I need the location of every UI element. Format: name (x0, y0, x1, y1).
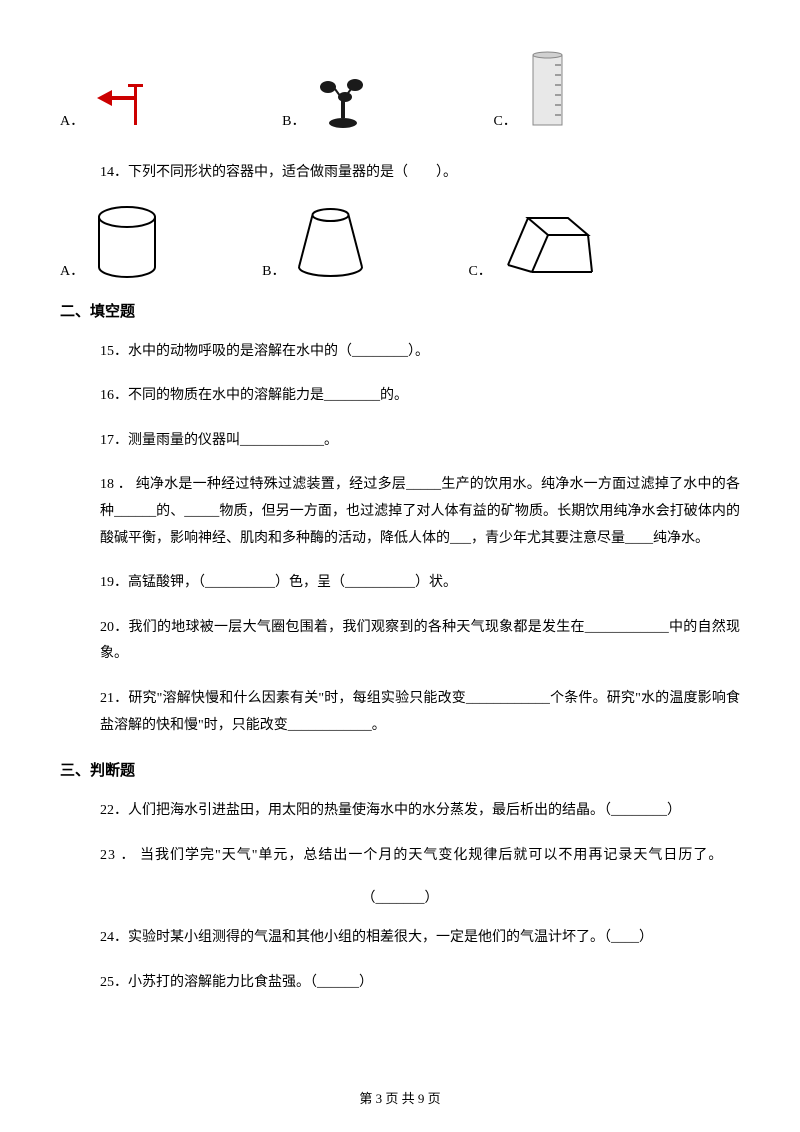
q14-options: A． B． C． (60, 205, 740, 280)
option-c: C． (493, 50, 569, 130)
q14-c-label: C． (468, 260, 491, 280)
q14-option-a: A． (60, 205, 162, 280)
q21: 21．研究"溶解快慢和什么因素有关"时，每组实验只能改变____________… (100, 686, 740, 739)
option-b-label: B． (282, 110, 305, 130)
q16: 16．不同的物质在水中的溶解能力是________的。 (100, 383, 740, 410)
section-3-title: 三、判断题 (60, 759, 740, 780)
q14-option-b: B． (262, 205, 368, 280)
page-footer: 第 3 页 共 9 页 (0, 1088, 800, 1107)
option-a-label: A． (60, 110, 84, 130)
option-b: B． (282, 75, 373, 130)
q13-options: A． B． C． (60, 50, 740, 130)
option-c-label: C． (493, 110, 516, 130)
q18: 18 ． 纯净水是一种经过特殊过滤装置，经过多层_____生产的饮用水。纯净水一… (100, 472, 740, 552)
q19: 19．高锰酸钾，（__________）色，呈（__________）状。 (100, 570, 740, 597)
prism-icon (500, 210, 595, 280)
q23-answer: （_______） (60, 887, 740, 907)
q23-text: 23 ． 当我们学完"天气"单元，总结出一个月的天气变化规律后就可以不用再记录天… (100, 843, 740, 870)
q14-a-label: A． (60, 260, 84, 280)
wind-vane-icon (92, 80, 162, 130)
cylinder-icon (92, 205, 162, 280)
q22: 22．人们把海水引进盐田，用太阳的热量使海水中的水分蒸发，最后析出的结晶。（__… (100, 798, 740, 825)
rain-gauge-icon (525, 50, 570, 130)
anemometer-icon (313, 75, 373, 130)
frustum-icon (293, 205, 368, 280)
q20: 20．我们的地球被一层大气圈包围着，我们观察到的各种天气现象都是发生在_____… (100, 615, 740, 668)
q14-text: 14．下列不同形状的容器中，适合做雨量器的是（ ）。 (100, 160, 740, 187)
q24: 24．实验时某小组测得的气温和其他小组的相差很大，一定是他们的气温计坏了。（__… (100, 925, 740, 952)
q14-b-label: B． (262, 260, 285, 280)
q25: 25．小苏打的溶解能力比食盐强。（______） (100, 970, 740, 997)
q14-option-c: C． (468, 210, 594, 280)
q15: 15．水中的动物呼吸的是溶解在水中的（________）。 (100, 339, 740, 366)
option-a: A． (60, 80, 162, 130)
section-2-title: 二、填空题 (60, 300, 740, 321)
q17: 17．测量雨量的仪器叫____________。 (100, 428, 740, 455)
